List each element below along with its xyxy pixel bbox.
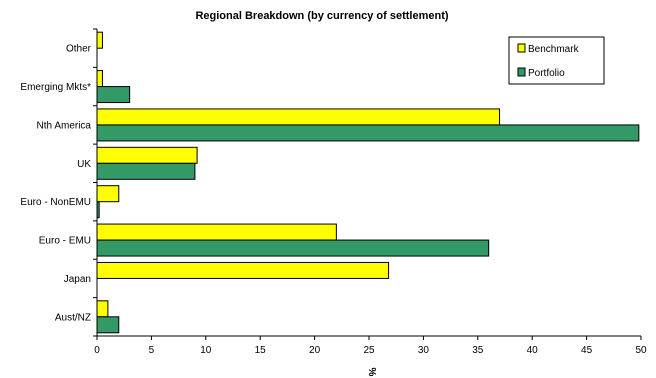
- category-label: Nth America: [37, 120, 92, 131]
- bar-benchmark-euro-emu: [96, 223, 337, 241]
- category-label: Euro - NonEMU: [20, 197, 91, 208]
- bar-benchmark-aust-nz: [96, 300, 109, 318]
- x-axis-ticks: 0 5 10 15 20 25 30 35 40 45 50: [94, 336, 647, 356]
- x-tick-label: 50: [635, 345, 647, 356]
- x-tick-label: 5: [149, 345, 155, 356]
- bar-benchmark-nth-america: [96, 108, 501, 126]
- category-label: Aust/NZ: [55, 312, 91, 323]
- x-axis-title: %: [366, 368, 377, 377]
- bar-portfolio-nth-america: [96, 124, 640, 142]
- bar-benchmark-euro-nonemu: [96, 185, 120, 203]
- bar-portfolio-uk: [96, 162, 196, 180]
- x-tick-label: 25: [363, 345, 375, 356]
- category-label: UK: [77, 159, 91, 170]
- category-label: Other: [66, 44, 92, 55]
- bar-benchmark-other: [96, 31, 103, 49]
- category-labels: Other Emerging Mkts* Nth America UK Euro - N…: [20, 28, 97, 337]
- x-tick-label: 30: [418, 345, 430, 356]
- x-tick-label: 20: [309, 345, 321, 356]
- bar-benchmark-emerging-mkts: [96, 70, 103, 88]
- legend: Benchmark Portfolio: [508, 36, 605, 85]
- bar-portfolio-emerging-mkts: [96, 86, 131, 104]
- legend-label-benchmark: Benchmark: [528, 44, 580, 55]
- category-label: Emerging Mkts*: [20, 82, 91, 93]
- x-tick-label: 45: [581, 345, 593, 356]
- bar-portfolio-euro-emu: [96, 239, 490, 257]
- bar-benchmark-uk: [96, 146, 198, 164]
- x-tick-label: 0: [94, 345, 100, 356]
- legend-label-portfolio: Portfolio: [528, 68, 565, 79]
- x-tick-label: 15: [255, 345, 267, 356]
- category-label: Japan: [64, 274, 91, 285]
- bar-portfolio-aust-nz: [96, 316, 120, 334]
- x-tick-label: 35: [472, 345, 484, 356]
- chart-title: Regional Breakdown (by currency of settl…: [195, 10, 448, 22]
- category-label: Euro - EMU: [39, 236, 91, 247]
- legend-swatch-benchmark: [517, 43, 526, 53]
- x-tick-label: 10: [200, 345, 212, 356]
- x-tick-label: 40: [527, 345, 539, 356]
- bar-benchmark-japan: [96, 261, 390, 279]
- legend-swatch-portfolio: [517, 67, 526, 77]
